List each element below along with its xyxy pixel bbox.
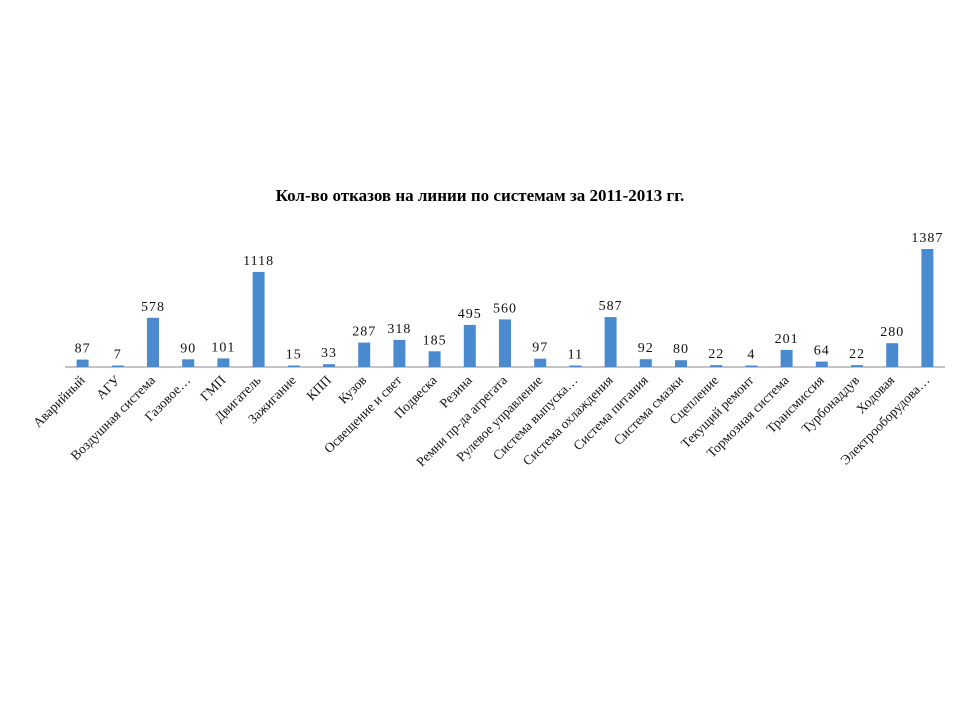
data-label-6: 1118 [243, 254, 274, 269]
data-label-1: 87 [75, 342, 91, 357]
data-label-7: 15 [286, 348, 302, 363]
data-label-20: 4 [747, 348, 755, 363]
bar-10 [393, 339, 406, 367]
data-label-13: 560 [493, 301, 517, 316]
data-label-3: 578 [141, 300, 165, 315]
bar-23 [851, 365, 863, 367]
data-label-5: 101 [211, 340, 235, 355]
bar-15 [569, 365, 582, 367]
data-label-25: 1387 [911, 231, 943, 246]
bar-14 [534, 358, 547, 367]
data-label-24: 280 [880, 325, 904, 340]
bar-20 [745, 365, 758, 367]
data-labels-group: 87 7 578 90 101 1118 15 33 287 318 185 495 560 97 11 58… [75, 231, 943, 363]
bars-group [76, 249, 934, 367]
bar-9 [358, 342, 371, 367]
bar-22 [815, 361, 828, 367]
data-label-17: 92 [638, 341, 654, 356]
chart-title: Кол-во отказов на линии по системам за 2… [276, 186, 685, 205]
bar-2 [111, 365, 124, 367]
data-label-4: 90 [180, 341, 196, 356]
bar-5 [217, 358, 230, 367]
bar-4 [182, 359, 195, 367]
category-label-5: ГМП [197, 372, 229, 404]
category-label-8: КПП [303, 372, 334, 403]
bar-19 [710, 365, 723, 367]
data-label-10: 318 [387, 322, 411, 337]
bar-12 [463, 324, 476, 367]
data-label-8: 33 [321, 346, 337, 361]
data-label-21: 201 [775, 332, 799, 347]
bar-21 [780, 349, 793, 367]
bar-7 [287, 365, 300, 367]
data-label-15: 11 [568, 348, 583, 363]
bar-8 [323, 364, 335, 367]
bar-16 [604, 317, 617, 367]
bar-3 [147, 317, 159, 367]
data-label-12: 495 [458, 307, 482, 322]
data-label-22: 64 [814, 344, 830, 359]
bar-18 [675, 360, 687, 367]
data-label-14: 97 [532, 341, 548, 356]
data-label-9: 287 [352, 325, 376, 340]
data-label-16: 587 [599, 299, 623, 314]
data-label-11: 185 [423, 333, 447, 348]
bar-13 [499, 319, 511, 367]
bar-17 [639, 359, 652, 367]
bar-11 [428, 351, 441, 367]
data-label-18: 80 [673, 342, 689, 357]
bar-1 [76, 359, 89, 367]
data-label-19: 22 [708, 347, 724, 362]
data-label-2: 7 [114, 348, 122, 363]
bar-6 [252, 271, 265, 367]
bar-24 [886, 343, 899, 367]
data-label-23: 22 [849, 347, 865, 362]
category-label-1: Аварийный [30, 373, 88, 431]
bar-25 [921, 249, 934, 367]
category-label-2: АГУ [93, 372, 123, 402]
